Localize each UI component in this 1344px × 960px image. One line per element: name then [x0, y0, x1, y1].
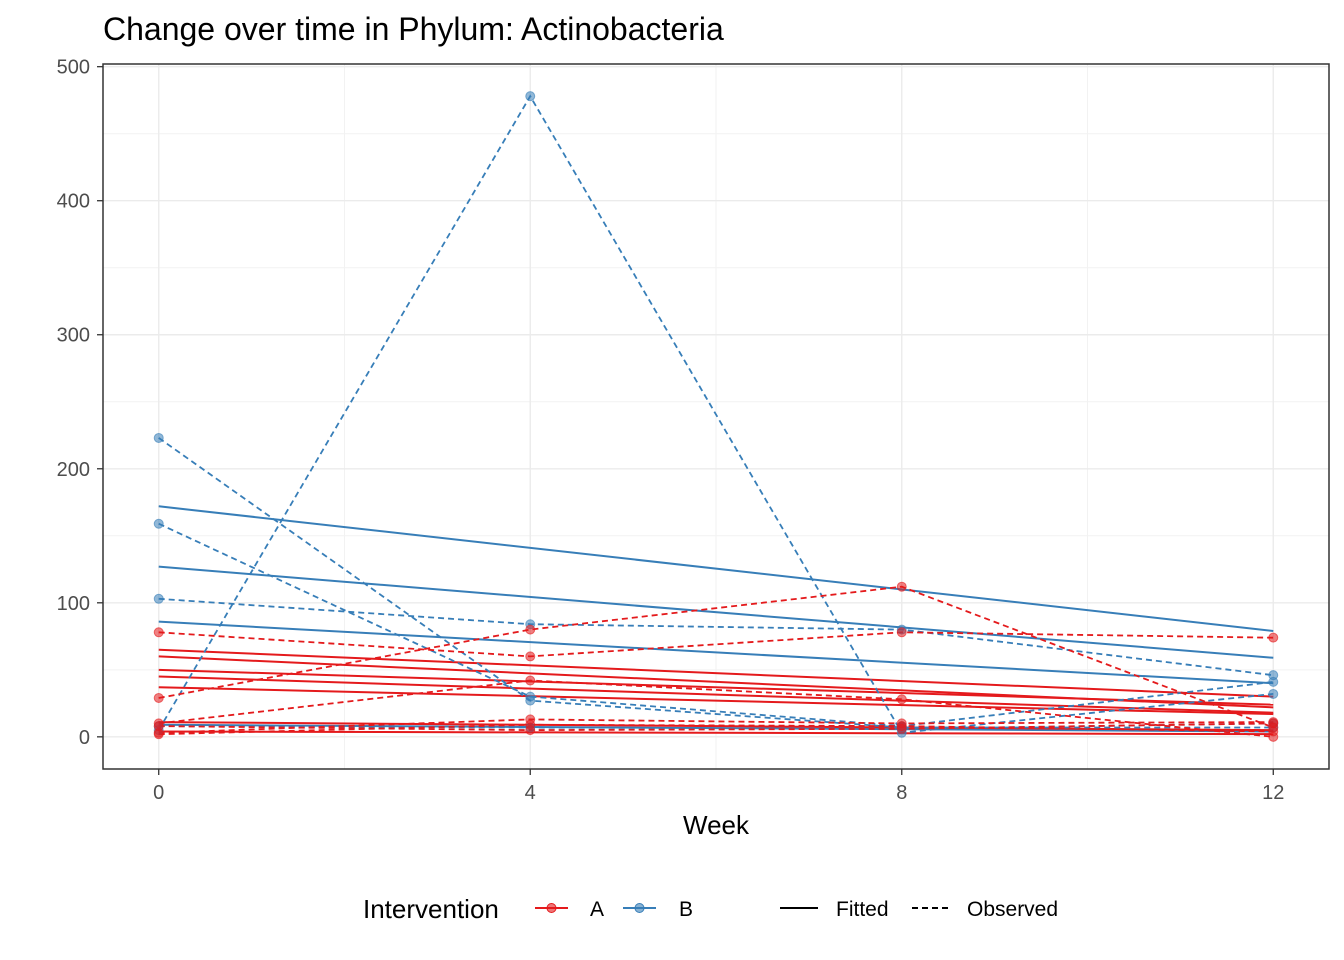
observed-line-A-4: [158, 718, 1274, 734]
fitted-line-B-fit-2: [158, 565, 1274, 659]
observed-point-B-2: [1268, 688, 1279, 699]
observed-line-B-3: [158, 597, 1274, 677]
axes: 0 4 8 12 0 100 200 300 400 500: [57, 57, 1285, 804]
observed-points: [153, 91, 1279, 742]
observed-line-A-5: [158, 722, 1274, 732]
observed-point-A-3: [896, 694, 907, 705]
observed-point-A-1: [525, 651, 536, 662]
observed-lines: [157, 94, 1274, 738]
legend-label-observed: Observed: [967, 898, 1058, 921]
fitted-line-A-fit-6: [158, 721, 1274, 732]
observed-point-A-6: [153, 729, 164, 740]
observed-line-B-1: [158, 437, 1274, 729]
y-tick-label: 400: [57, 191, 90, 213]
y-tick-label: 500: [57, 57, 90, 79]
observed-line-A-2: [158, 585, 1274, 729]
legend-point-B: [634, 903, 645, 913]
observed-point-B-2: [525, 91, 536, 102]
observed-point-B-4: [525, 691, 536, 702]
observed-point-A-1: [1268, 632, 1279, 643]
fitted-line-A-fit-7: [158, 730, 1274, 736]
observed-line-B-2: [157, 94, 1274, 734]
panel-border: [102, 63, 1330, 770]
fitted-line-A-fit-1: [158, 648, 1274, 698]
plot-panel: [103, 64, 1329, 769]
observed-point-A-3: [525, 675, 536, 686]
y-tick-label: 100: [57, 593, 90, 615]
chart-title: Change over time in Phylum: Actinobacter…: [103, 11, 724, 47]
observed-point-A-1: [153, 627, 164, 638]
observed-point-A-6: [525, 719, 536, 730]
observed-line-A-6: [158, 723, 1274, 736]
fitted-line-A-fit-4: [158, 675, 1274, 714]
y-tick-label: 200: [57, 459, 90, 481]
x-tick-label: 12: [1262, 782, 1284, 804]
y-tick-label: 0: [79, 727, 90, 749]
observed-point-B-3: [153, 593, 164, 604]
observed-point-A-2: [525, 624, 536, 635]
fitted-line-B-fit-1: [158, 505, 1274, 632]
x-tick-label: 0: [153, 782, 164, 804]
fitted-lines: [158, 505, 1274, 736]
fitted-line-A-fit-3: [158, 668, 1274, 706]
fitted-line-B-fit-3: [158, 620, 1274, 685]
observed-point-B-1: [153, 432, 164, 443]
legend-label-fitted: Fitted: [836, 898, 889, 921]
observed-line-A-3: [158, 679, 1274, 738]
fitted-line-A-fit-5: [158, 686, 1274, 716]
observed-line-A-1: [158, 631, 1274, 658]
x-axis-title: Week: [683, 810, 750, 840]
legend: Intervention A B Fitted Observed: [363, 894, 1058, 924]
legend-point-A: [546, 903, 557, 913]
observed-point-A-6: [1268, 726, 1279, 737]
x-tick-label: 4: [525, 782, 536, 804]
observed-point-B-4: [1268, 676, 1279, 687]
observed-point-B-4: [153, 518, 164, 529]
legend-label-A: A: [590, 898, 604, 921]
observed-point-A-1: [896, 627, 907, 638]
observed-point-A-2: [153, 692, 164, 703]
y-tick-label: 300: [57, 325, 90, 347]
legend-title: Intervention: [363, 894, 499, 924]
observed-point-A-2: [896, 581, 907, 592]
x-tick-label: 8: [896, 782, 907, 804]
legend-label-B: B: [679, 898, 693, 921]
observed-point-A-6: [896, 721, 907, 732]
observed-line-B-4: [158, 522, 1274, 728]
